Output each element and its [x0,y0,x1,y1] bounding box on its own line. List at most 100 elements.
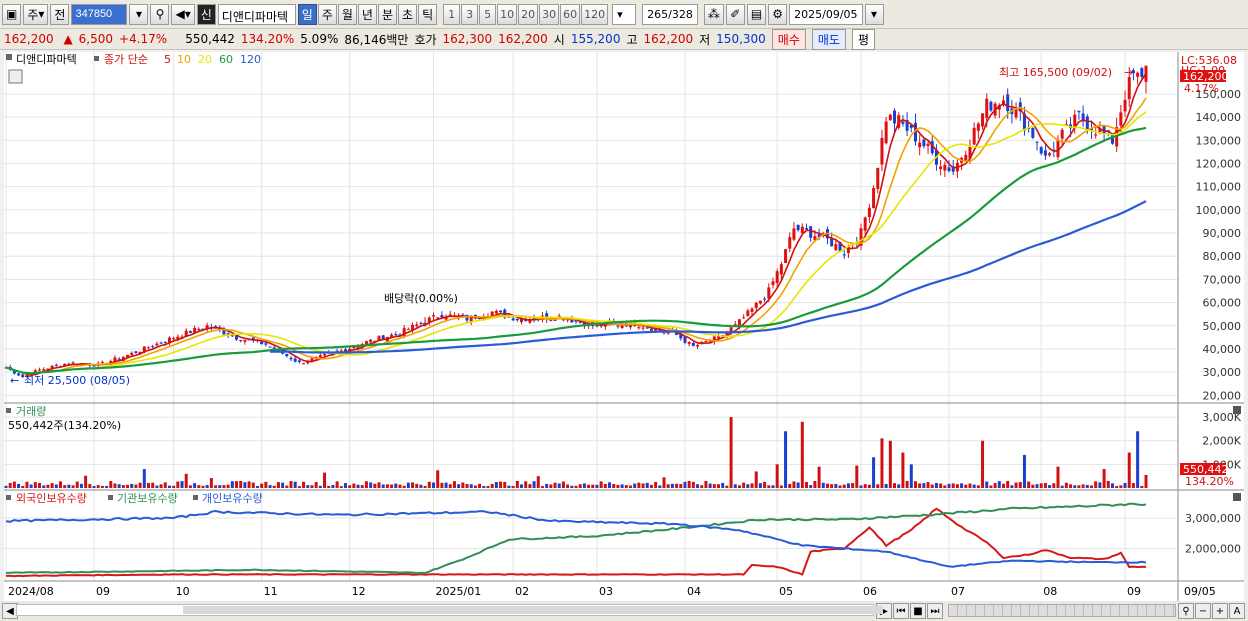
candle-body [364,341,368,345]
zoom-in-icon[interactable]: + [1212,603,1228,619]
volume-bar [1127,452,1131,488]
zoom-icon[interactable]: ⚲ [1178,603,1194,619]
candle-body [38,369,42,371]
grid-icon[interactable] [8,69,23,84]
volume-bar [691,481,695,488]
rewind-icon[interactable]: ⏮ [893,603,909,619]
chevron-down-icon[interactable]: ▾ [864,3,884,25]
candle-body [1085,116,1089,130]
x-axis-label: 11 [264,585,278,598]
volume-bar [167,485,171,488]
date-field[interactable]: 2025/09/05 [789,3,863,25]
period-tab[interactable]: 주 [317,3,337,25]
close-icon[interactable] [1233,493,1241,501]
volume-bar [478,483,482,488]
candle-body [985,98,989,119]
window-icon[interactable]: ▣ [2,3,22,25]
scroll-left-icon[interactable]: ◀ [2,603,18,619]
eval-button[interactable]: 평 [851,28,876,50]
period-tab[interactable]: 초 [398,3,418,25]
period-tab[interactable]: 월 [337,3,357,25]
interval-tab[interactable]: 120 [581,3,609,25]
period-tab[interactable]: 분 [377,3,398,25]
volume-bar [955,484,959,488]
volume-bar [687,480,691,488]
close-icon[interactable] [1233,406,1241,414]
interval-tab[interactable]: 10 [497,3,518,25]
draw-icon[interactable]: ✐ [725,3,745,25]
zoom-out-icon[interactable]: − [1195,603,1211,619]
volume-bar [29,484,33,488]
volume-bar [830,484,834,488]
interval-tab[interactable]: 30 [539,3,560,25]
period-ruler[interactable] [948,604,1176,617]
gear-icon[interactable]: ⚙ [768,3,788,25]
count-display: 265/328 [642,3,698,25]
interval-tab[interactable]: 3 [461,3,479,25]
prev-button[interactable]: 전 [50,3,70,25]
candle-body [348,348,352,351]
candle-body [193,328,197,334]
search-icon[interactable]: ⚲ [150,3,170,25]
volume-bar [1014,482,1018,488]
save-icon[interactable]: ▤ [746,3,767,25]
period-tab[interactable]: 일 [297,3,317,25]
candle-body [1081,113,1085,122]
candle-body [306,361,310,364]
volume-bar [1081,484,1085,488]
link-icon[interactable]: ⁂ [703,3,724,25]
volume-bar [105,485,109,488]
candle-body [905,120,909,131]
period-tab[interactable]: 년 [357,3,377,25]
interval-tab[interactable]: 5 [479,3,497,25]
quote-bar: 162,200 ▲ 6,500 +4.17% 550,442 134.20% 5… [0,28,1248,50]
volume-bar [708,483,712,488]
candle-body [167,337,171,343]
candle-body [687,341,691,344]
candle-body [813,236,817,241]
ask-price-2: 162,200 [498,32,548,46]
high-label: 고 [626,32,638,47]
volume-bar [490,483,494,488]
volume-bar [121,485,125,488]
x-axis-label: 03 [599,585,613,598]
candle-body [679,333,683,339]
interval-select[interactable]: ▾ [612,3,637,25]
forward-icon[interactable]: ⏭ [927,603,943,619]
stop-icon[interactable]: ■ [910,603,926,619]
candle-body [1077,110,1081,113]
current-price: 162,200 ▲ [4,32,73,46]
candle-body [888,114,892,121]
volume-bar [235,481,239,488]
candle-body [381,335,385,340]
interval-tab[interactable]: 1 [443,3,461,25]
volume-bar [981,440,985,488]
volume-bar [364,481,368,488]
period-type-select[interactable]: 주 ▾ [23,3,49,25]
candle-body [235,335,239,340]
interval-tab[interactable]: 20 [518,3,539,25]
speaker-icon[interactable]: ◀▾ [171,3,195,25]
text-size-icon[interactable]: A [1229,603,1245,619]
volume-current-tag: 550,442 [1183,463,1229,476]
chevron-down-icon[interactable]: ▾ [129,3,149,25]
volume-bar [507,485,511,488]
ma-line-60 [5,126,1147,375]
period-tab[interactable]: 틱 [418,3,438,25]
candle-body [1043,150,1047,156]
interval-tab[interactable]: 60 [560,3,581,25]
sell-button[interactable]: 매도 [811,28,846,50]
low-price: 150,300 [716,32,766,46]
volume-bar [817,466,821,488]
volume-bar [1060,485,1064,488]
chart-area: 20,000 30,000 40,000 50,000 60,000 70,000 80,0… [4,52,1244,601]
volume-bar [612,483,616,488]
stock-code-input[interactable] [71,3,128,25]
candle-body [863,217,867,231]
chart-scrollbar[interactable] [16,604,883,616]
volume-bar [767,485,771,488]
scrollbar-thumb[interactable] [183,606,883,614]
buy-button[interactable]: 매수 [771,28,806,50]
candle-body [402,328,406,337]
